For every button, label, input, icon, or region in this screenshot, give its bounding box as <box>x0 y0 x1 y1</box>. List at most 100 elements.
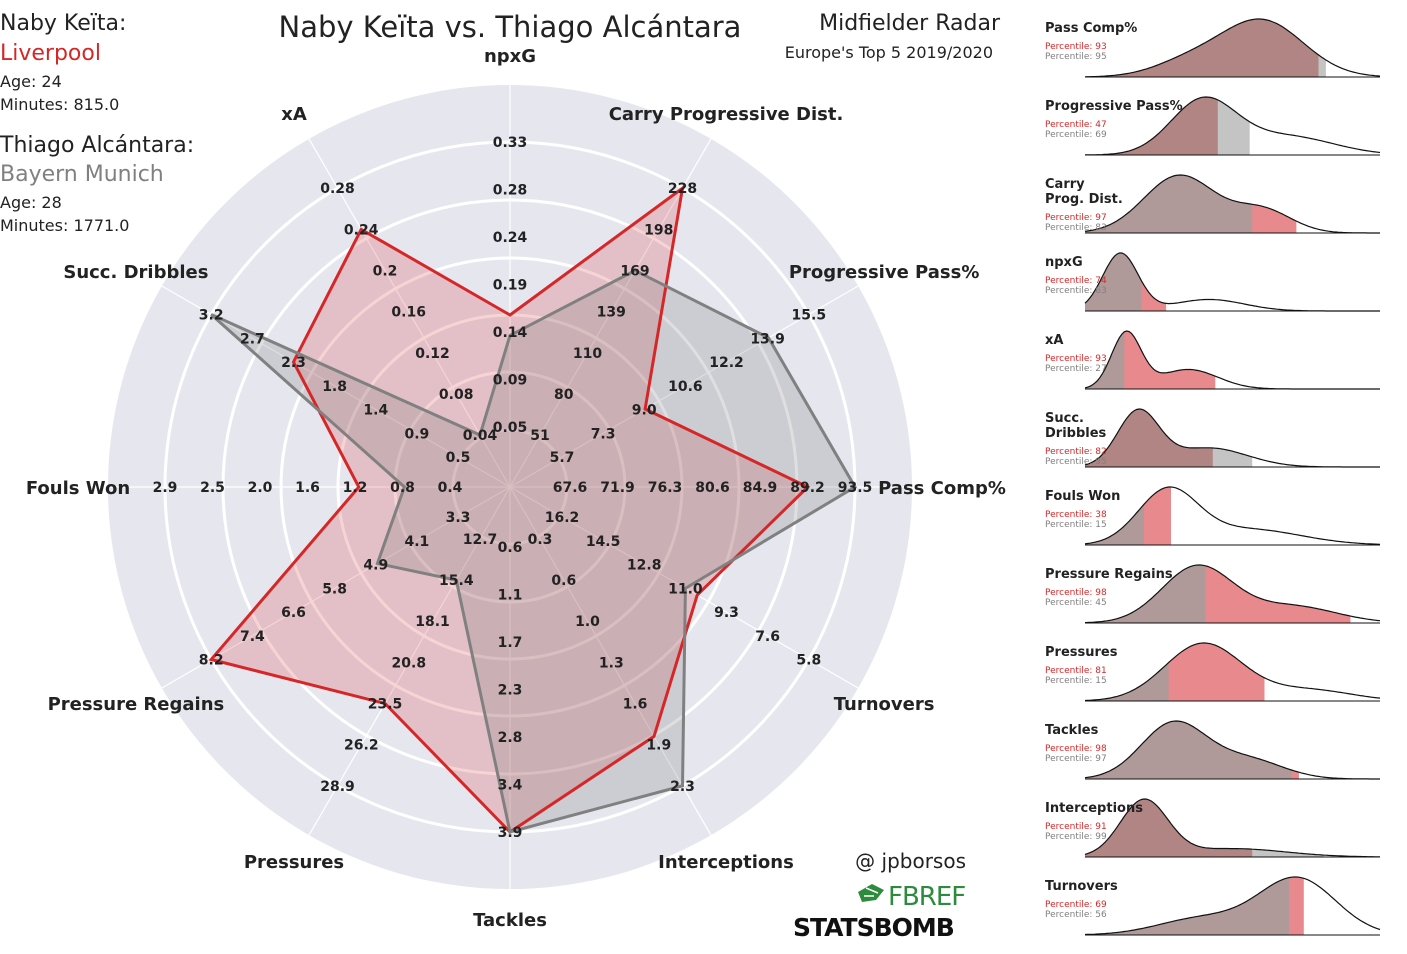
radar-category-label: xA <box>281 104 307 125</box>
radar-tick-label: 0.14 <box>493 325 528 341</box>
percentile-player2: Percentile: 95 <box>1045 52 1107 62</box>
percentile-fill-player1 <box>1085 487 1171 545</box>
radar-category-label: Pressures <box>244 852 344 873</box>
radar-tick-label: 0.8 <box>390 480 415 496</box>
statsbomb-logo: STATSBOMB <box>793 913 954 942</box>
percentile-player2: Percentile: 27 <box>1045 364 1107 374</box>
radar-tick-label: 89.2 <box>790 480 825 496</box>
radar-tick-label: 20.8 <box>392 655 427 671</box>
percentile-fill-player1 <box>1085 643 1265 701</box>
radar-spoke <box>308 486 511 836</box>
radar-tick-label: 4.1 <box>404 534 429 550</box>
radar-tick-label: 228 <box>668 181 697 197</box>
radar-series-line-1 <box>210 268 858 834</box>
radar-category-label: Tackles <box>473 910 547 931</box>
radar-tick-label: 3.9 <box>498 825 523 841</box>
radar-tick-label: 1.9 <box>646 738 671 754</box>
radar-tick-label: 13.9 <box>750 331 785 347</box>
radar-tick-label: 2.5 <box>200 480 225 496</box>
chart-subtitle-1: Midfielder Radar <box>819 11 1001 36</box>
percentile-player1: Percentile: 93 <box>1045 42 1107 52</box>
radar-tick-label: 2.3 <box>281 355 306 371</box>
radar-tick-label: 169 <box>620 264 649 280</box>
radar-tick-label: 2.7 <box>240 331 265 347</box>
radar-spoke <box>509 138 712 488</box>
radar-tick-label: 3.3 <box>446 510 471 526</box>
radar-tick-label: 12.8 <box>627 558 662 574</box>
radar-tick-label: 1.6 <box>295 480 320 496</box>
radar-tick-label: 5.7 <box>550 450 575 466</box>
radar-tick-label: 1.0 <box>575 614 600 630</box>
radar-tick-label: 198 <box>644 222 673 238</box>
percentile-density-curve <box>1084 642 1381 702</box>
radar-tick-label: 71.9 <box>600 480 635 496</box>
percentile-player1: Percentile: 47 <box>1045 120 1107 130</box>
radar-tick-label: 14.5 <box>586 534 621 550</box>
percentile-player1: Percentile: 74 <box>1045 276 1107 286</box>
radar-tick-label: 0.6 <box>551 573 576 589</box>
player2-club: Bayern Munich <box>0 162 164 187</box>
percentile-density-curve <box>1084 564 1381 624</box>
player1-minutes: Minutes: 815.0 <box>0 95 119 114</box>
radar-tick-label: 7.3 <box>591 426 616 442</box>
radar-tick-label: 0.08 <box>439 387 474 403</box>
radar-category-label: Progressive Pass% <box>789 262 980 283</box>
percentile-panel-title: Fouls Won <box>1045 489 1120 504</box>
percentile-panel-title: Progressive Pass% <box>1045 99 1183 114</box>
percentile-fill-player2 <box>1085 877 1289 935</box>
player2-name: Thiago Alcántara: <box>0 133 194 158</box>
percentile-panel-title: Prog. Dist. <box>1045 192 1123 207</box>
percentile-panel-title: Tackles <box>1045 723 1099 738</box>
radar-tick-label: 0.5 <box>446 450 471 466</box>
percentile-fill-player2 <box>1085 253 1142 311</box>
radar-category-labels: npxG Carry Progressive Dist. Progressive P… <box>26 46 1006 931</box>
percentile-panel-title: Interceptions <box>1045 801 1143 816</box>
radar-spoke <box>509 285 859 488</box>
radar-tick-label: 1.8 <box>322 379 347 395</box>
radar-tick-label: 2.3 <box>498 683 523 699</box>
percentile-fill-player1 <box>1085 409 1213 467</box>
percentile-player2: Percentile: 56 <box>1045 910 1107 920</box>
radar-tick-label: 1.7 <box>498 635 523 651</box>
radar-tick-label: 9.3 <box>714 605 739 621</box>
radar-tick-label: 0.16 <box>391 305 426 321</box>
percentile-fill-player2 <box>1085 565 1206 623</box>
fbref-logo: FBREF <box>858 882 966 912</box>
percentile-player2: Percentile: 69 <box>1045 130 1107 140</box>
percentile-player1: Percentile: 38 <box>1045 510 1107 520</box>
radar-tick-label: 2.9 <box>153 480 178 496</box>
percentile-panel-title: Pressures <box>1045 645 1118 660</box>
percentile-panel-title: Pass Comp% <box>1045 21 1137 36</box>
radar-tick-label: 0.12 <box>415 346 450 362</box>
percentile-player1: Percentile: 98 <box>1045 744 1107 754</box>
radar-spoke <box>308 138 511 488</box>
percentile-density-curve <box>1084 486 1381 545</box>
percentile-player2: Percentile: 63 <box>1045 286 1107 296</box>
percentile-player2: Percentile: 99 <box>1045 832 1107 842</box>
radar-tick-label: 28.9 <box>320 779 355 795</box>
radar-tick-label: 7.4 <box>240 629 265 645</box>
radar-tick-label: 0.28 <box>493 183 528 199</box>
percentile-player2: Percentile: 45 <box>1045 598 1107 608</box>
player1-name: Naby Keïta: <box>0 11 126 36</box>
fbref-leaf-icon <box>858 884 884 902</box>
percentile-fill-player2 <box>1085 331 1125 389</box>
radar-tick-label: 93.5 <box>838 480 873 496</box>
radar-tick-label: 8.2 <box>199 653 224 669</box>
radar-tick-label: 15.5 <box>792 308 827 324</box>
percentile-density-curve <box>1084 798 1380 858</box>
percentile-panel-title: Dribbles <box>1045 426 1107 441</box>
radar-spoke <box>161 486 511 689</box>
radar-category-label: Fouls Won <box>26 478 130 499</box>
player2-age: Age: 28 <box>0 193 62 212</box>
radar-tick-label: 80.6 <box>695 480 730 496</box>
